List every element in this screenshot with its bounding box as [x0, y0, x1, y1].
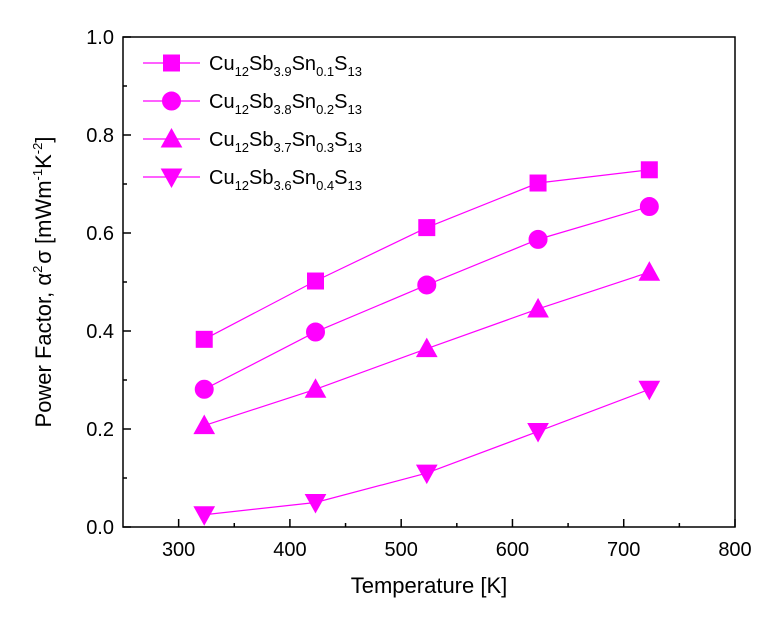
data-point	[415, 464, 438, 485]
data-point	[639, 197, 659, 217]
x-tick-label: 500	[384, 539, 417, 561]
y-axis-title: Power Factor, α2σ [mWm-1K-2]	[30, 137, 56, 428]
data-point	[638, 380, 661, 401]
y-tick-label: 1.0	[86, 27, 114, 49]
legend-item: Cu12Sb3.7Sn0.3S13	[143, 127, 362, 155]
data-point	[193, 414, 216, 435]
data-point	[640, 161, 658, 179]
legend-label: Cu12Sb3.7Sn0.3S13	[209, 129, 362, 155]
data-point	[307, 272, 325, 290]
data-point	[417, 275, 437, 295]
data-point	[528, 229, 548, 249]
series-3	[193, 261, 661, 435]
data-point	[193, 506, 216, 526]
legend-item: Cu12Sb3.6Sn0.4S13	[143, 167, 362, 193]
legend-label: Cu12Sb3.9Sn0.1S13	[209, 53, 362, 79]
legend-marker	[160, 168, 183, 189]
legend-label: Cu12Sb3.6Sn0.4S13	[209, 167, 362, 193]
x-axis-title: Temperature [K]	[351, 573, 508, 598]
legend-label: Cu12Sb3.8Sn0.2S13	[209, 91, 362, 117]
y-tick-label: 0.4	[86, 321, 114, 343]
series-1	[195, 161, 658, 348]
x-tick-label: 800	[718, 539, 751, 561]
series-2	[194, 197, 659, 399]
x-tick-label: 600	[496, 539, 529, 561]
legend-marker	[160, 127, 183, 148]
x-tick-label: 400	[273, 539, 306, 561]
data-point	[195, 330, 213, 348]
data-point	[418, 219, 436, 237]
data-point	[527, 297, 549, 318]
legend-marker	[162, 91, 181, 111]
series-group	[193, 161, 661, 526]
x-tick-label: 700	[607, 539, 640, 561]
legend-item: Cu12Sb3.8Sn0.2S13	[143, 91, 362, 117]
y-tick-label: 0.8	[86, 125, 114, 147]
axis-ticks: 300 400 500 600 700 800 0.0 0.2 0.4 0.6 0.8 1.0	[86, 27, 752, 561]
series-4	[193, 380, 661, 526]
data-point	[415, 337, 438, 358]
x-tick-label: 300	[162, 539, 195, 561]
data-point	[306, 322, 326, 342]
data-point	[304, 378, 327, 398]
y-tick-label: 0.6	[86, 223, 114, 245]
y-tick-label: 0.0	[86, 517, 114, 539]
series-line	[203, 169, 650, 340]
data-point	[194, 379, 214, 399]
data-point	[304, 494, 327, 514]
legend-item: Cu12Sb3.9Sn0.1S13	[143, 53, 362, 79]
data-point	[638, 261, 661, 281]
data-point	[529, 174, 547, 192]
y-tick-label: 0.2	[86, 419, 114, 441]
data-point	[527, 422, 549, 443]
series-line	[204, 388, 650, 516]
legend-marker	[163, 54, 180, 72]
legend: Cu12Sb3.9Sn0.1S13 Cu12Sb3.8Sn0.2S13 Cu12Sb…	[143, 53, 362, 193]
